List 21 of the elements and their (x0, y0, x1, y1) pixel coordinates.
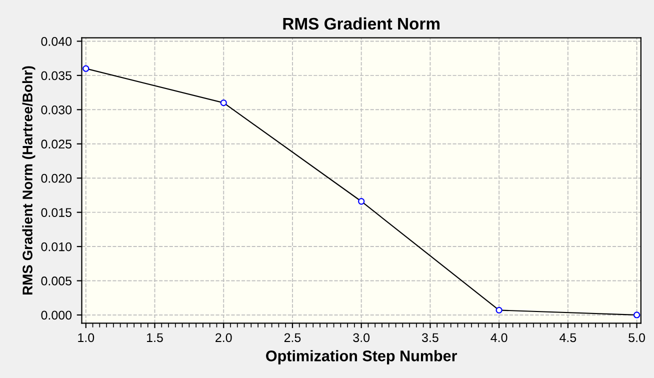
y-tick-label: 0.000 (41, 310, 72, 320)
y-axis-title: RMS Gradient Norm (Hartree/Bohr) (22, 66, 36, 295)
x-tick-label: 4.5 (560, 333, 576, 342)
x-tick-label: 3.0 (353, 333, 370, 342)
x-tick-label: 1.5 (147, 333, 163, 342)
y-tick-label: 0.010 (41, 242, 72, 252)
y-tick-label: 0.015 (41, 208, 72, 217)
y-tick-label: 0.020 (41, 174, 72, 183)
x-tick-label: 5.0 (628, 333, 645, 342)
y-tick-label: 0.025 (41, 140, 72, 149)
x-axis-title: Optimization Step Number (266, 350, 458, 364)
chart-title: RMS Gradient Norm (283, 17, 440, 30)
x-tick-label: 1.0 (78, 333, 94, 342)
x-tick-label: 2.5 (284, 333, 301, 342)
y-tick-label: 0.035 (41, 71, 72, 80)
x-tick-label: 4.0 (490, 333, 508, 342)
y-tick-label: 0.030 (41, 105, 72, 114)
y-tick-label: 0.040 (41, 37, 72, 46)
y-tick-label: 0.005 (41, 276, 72, 286)
x-tick-label: 2.0 (216, 333, 232, 342)
x-tick-label: 3.5 (422, 333, 438, 342)
